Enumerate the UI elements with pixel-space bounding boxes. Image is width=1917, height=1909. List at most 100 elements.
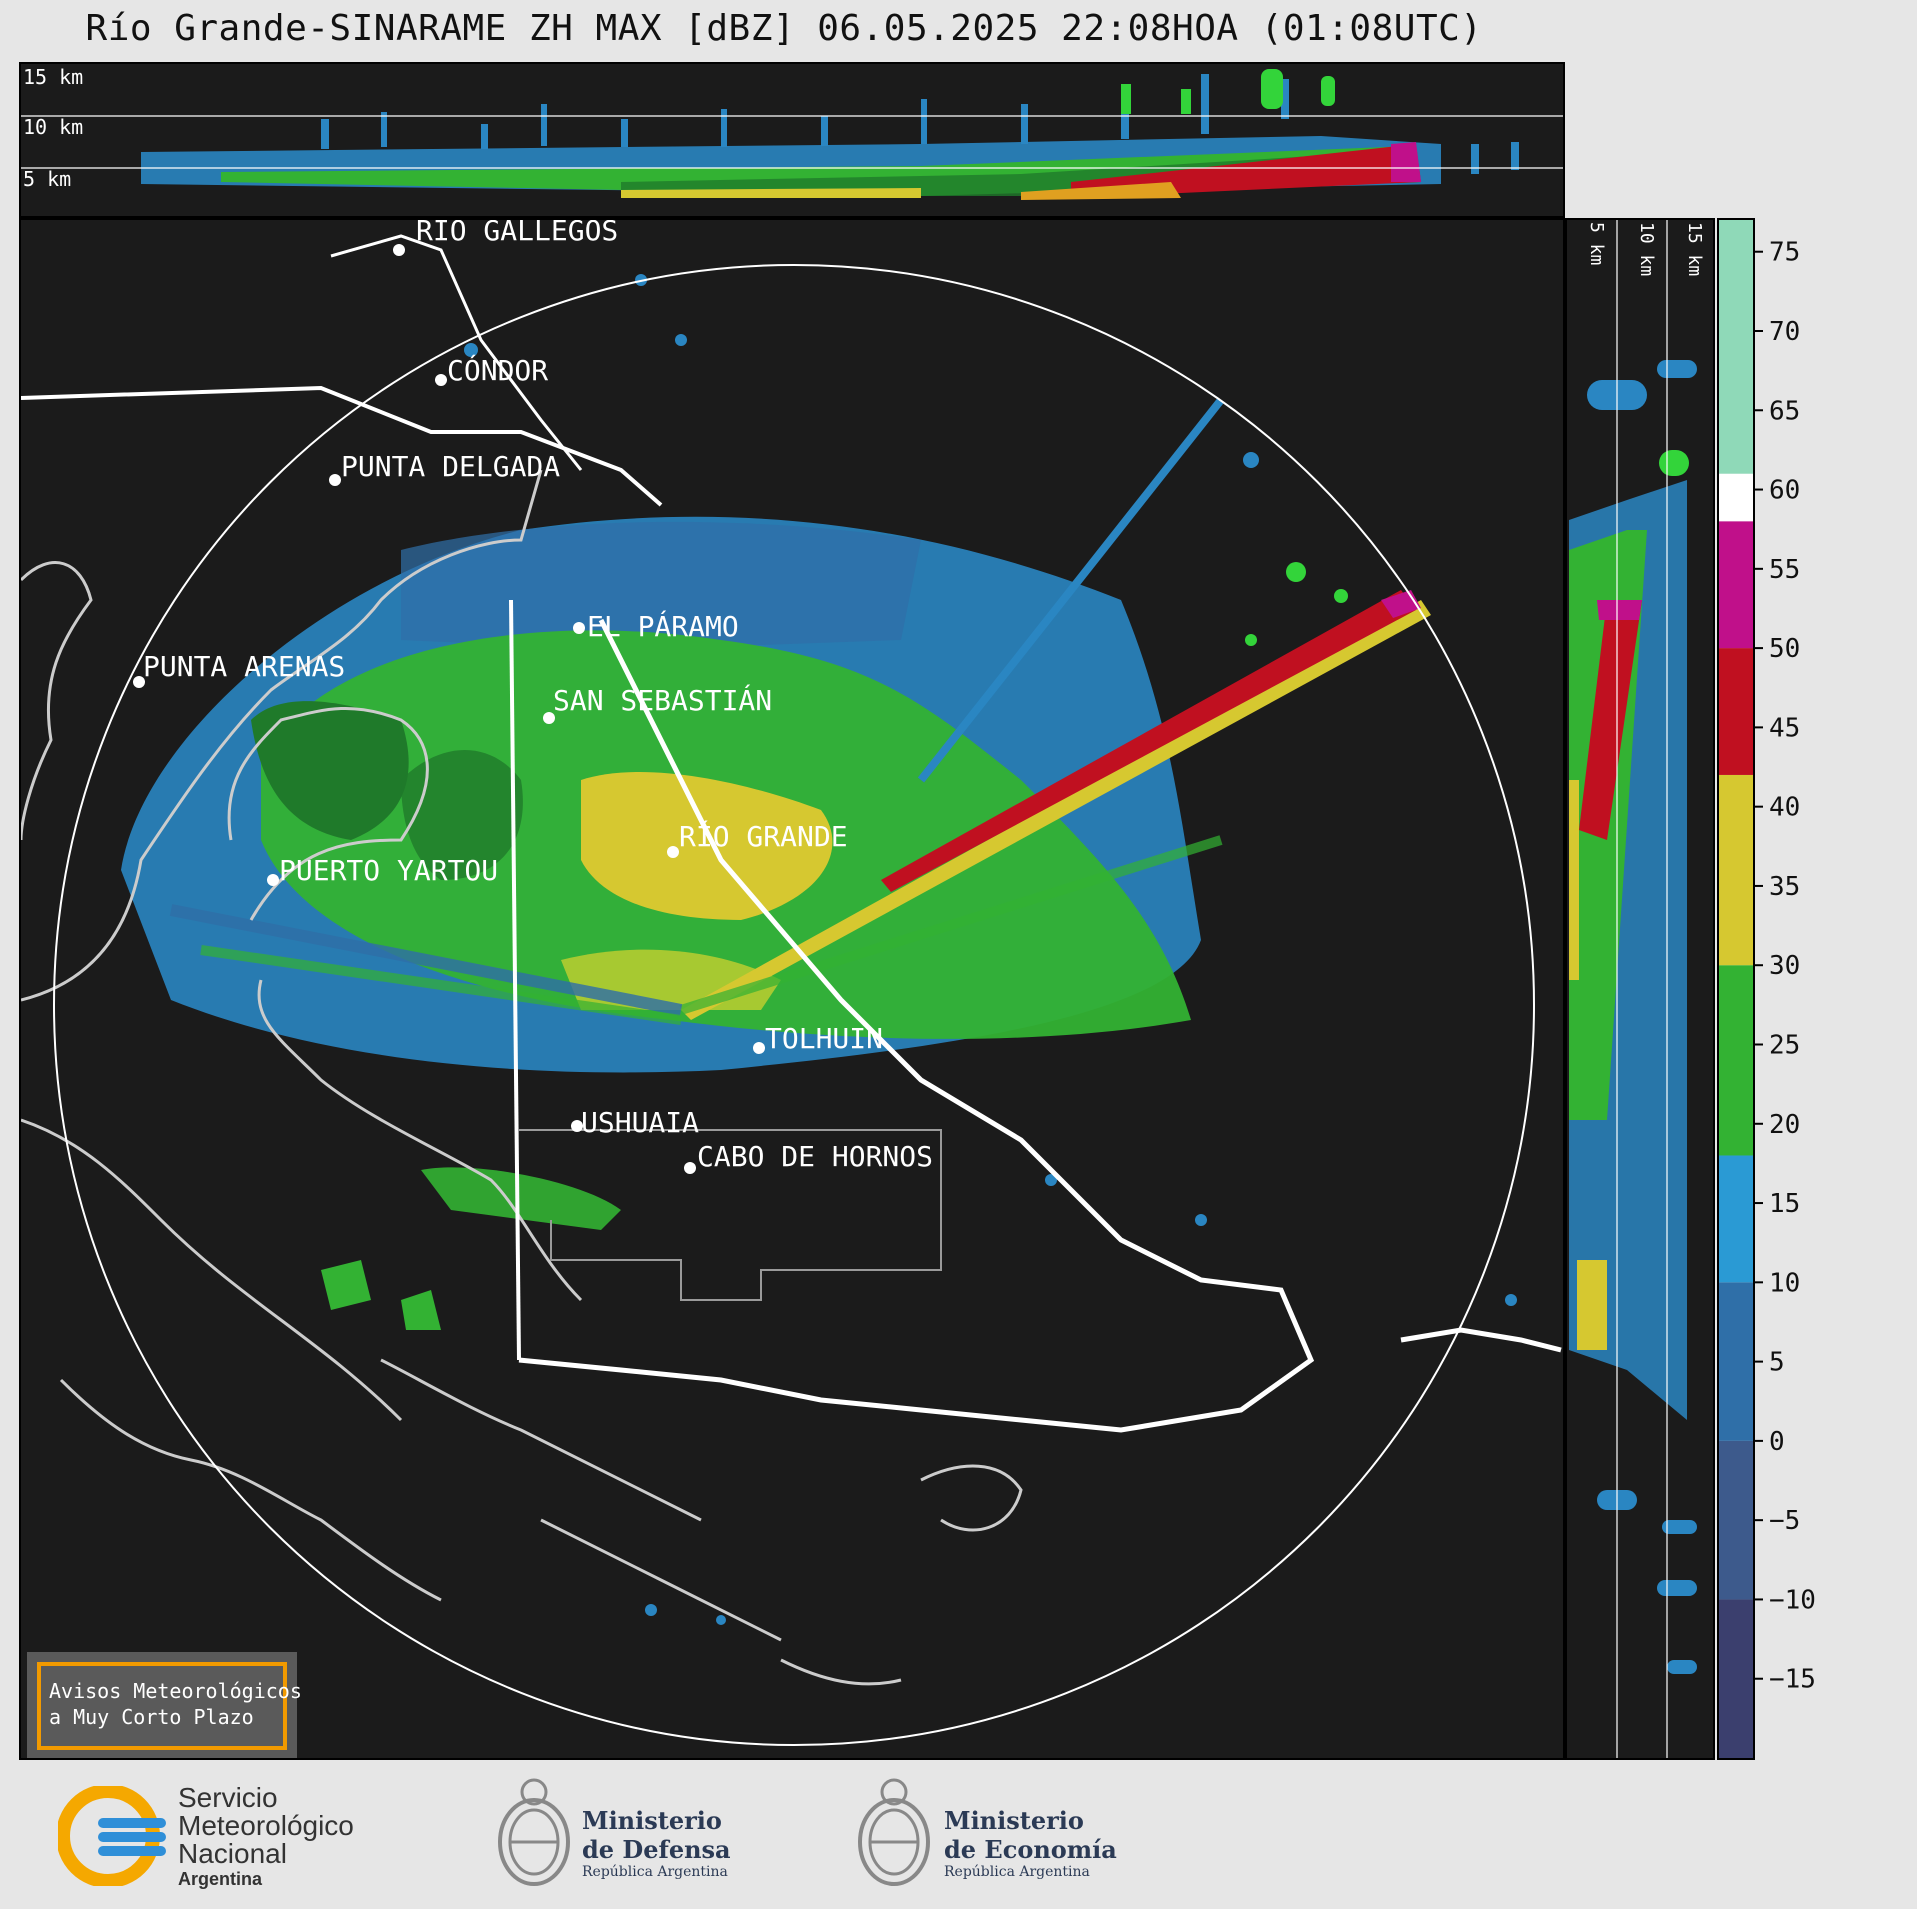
place-el-paramo: EL PÁRAMO (573, 609, 739, 643)
colorbar-segment (1719, 1282, 1753, 1441)
colorbar-tick-label: 45 (1769, 713, 1800, 743)
side-band-red (1579, 600, 1642, 840)
defensa-seal (494, 1776, 574, 1900)
reflectivity-field (121, 274, 1517, 1625)
colorbar-tick-label: −5 (1769, 1506, 1800, 1536)
svg-text:PUNTA DELGADA: PUNTA DELGADA (341, 450, 560, 483)
colorbar-tick-label: 55 (1769, 555, 1800, 585)
colorbar-segment (1719, 774, 1753, 966)
colorbar-tick-label: 35 (1769, 872, 1800, 902)
place-rio-gallegos: RÍO GALLEGOS (393, 220, 618, 256)
side-band-magenta (1597, 600, 1642, 620)
place-tolhuin: TOLHUIN (753, 1022, 883, 1055)
coastlines (21, 469, 1023, 1686)
height-label-5km: 5 km (23, 167, 71, 191)
colorbar-tick-label: −15 (1769, 1665, 1816, 1695)
side-label-5km: 5 km (1586, 222, 1607, 265)
economia-text: Ministerio de Economía República Argenti… (944, 1806, 1117, 1880)
colorbar-tick-label: 10 (1769, 1268, 1800, 1298)
smn-line-1: Servicio (178, 1782, 278, 1813)
svg-text:TOLHUIN: TOLHUIN (765, 1022, 883, 1055)
economia-seal (854, 1776, 934, 1900)
svg-text:CABO DE HORNOS: CABO DE HORNOS (697, 1140, 933, 1173)
side-band-yellow (1569, 780, 1579, 980)
smn-line-4: Argentina (178, 1869, 263, 1889)
side-label-10km: 10 km (1636, 222, 1657, 276)
place-puerto-yartou: PUERTO YARTOU (267, 854, 498, 887)
place-ushuaia: USHUAIA (571, 1106, 699, 1139)
range-ring (53, 264, 1535, 1746)
height-label-10km: 10 km (23, 115, 83, 139)
colorbar-tick-label: 25 (1769, 1030, 1800, 1060)
colorbar-tick-label: 70 (1769, 317, 1800, 347)
page-title: Río Grande-SINARAME ZH MAX [dBZ] 06.05.2… (85, 8, 1483, 49)
svg-text:EL PÁRAMO: EL PÁRAMO (587, 609, 739, 643)
radar-map-panel: RÍO GALLEGOS CÓNDOR PUNTA DELGADA EL PÁR… (19, 218, 1565, 1760)
colorbar-segment (1719, 648, 1753, 775)
colorbar-segment (1719, 1599, 1753, 1758)
colorbar-segment (1719, 521, 1753, 649)
place-san-sebastian: SAN SEBASTIÁN (543, 683, 772, 724)
colorbar-segment (1719, 965, 1753, 1156)
colorbar-tick-label: −10 (1769, 1585, 1816, 1615)
top-cross-section-plot: 15 km 10 km 5 km (21, 65, 1563, 200)
echo-band-orange (1021, 182, 1181, 200)
coat-of-arms-icon (858, 1778, 930, 1886)
defensa-line-1: Ministerio (582, 1806, 722, 1835)
svg-text:RÍO GALLEGOS: RÍO GALLEGOS (416, 220, 618, 247)
colorbar-tick-label: 20 (1769, 1110, 1800, 1140)
svg-text:PUERTO YARTOU: PUERTO YARTOU (279, 854, 498, 887)
smn-line-3: Nacional (178, 1838, 287, 1869)
place-punta-delgada: PUNTA DELGADA (329, 450, 560, 486)
place-cabo-de-hornos: CABO DE HORNOS (684, 1140, 933, 1174)
place-rio-grande: RÍO GRANDE (667, 819, 848, 858)
place-labels: RÍO GALLEGOS CÓNDOR PUNTA DELGADA EL PÁR… (133, 220, 933, 1174)
coat-of-arms-icon (498, 1778, 570, 1886)
colorbar-tick-label: 15 (1769, 1189, 1800, 1219)
svg-text:USHUAIA: USHUAIA (581, 1106, 699, 1139)
top-cross-section-panel: 15 km 10 km 5 km (19, 62, 1565, 218)
alert-line-1: Avisos Meteorológicos (49, 1679, 302, 1703)
side-green-cell (1659, 450, 1689, 476)
colorbar-ticks: 75 70 65 60 55 50 45 40 35 30 25 20 15 10 5 0 −5 −10 −15 (1755, 218, 1875, 1760)
alert-line-2: a Muy Corto Plazo (49, 1705, 254, 1729)
side-band-yellow-low (1577, 1260, 1607, 1350)
svg-text:PUNTA ARENAS: PUNTA ARENAS (143, 650, 345, 683)
economia-line-1: Ministerio (944, 1806, 1084, 1835)
echo-band-yellow (621, 188, 921, 198)
svg-text:CÓNDOR: CÓNDOR (447, 353, 548, 387)
svg-text:RÍO GRANDE: RÍO GRANDE (679, 819, 848, 853)
height-label-15km: 15 km (23, 65, 83, 89)
colorbar-segment (1719, 1440, 1753, 1600)
colorbar-segment (1719, 1155, 1753, 1283)
colorbar-tick-label: 65 (1769, 396, 1800, 426)
colorbar-tick-label: 60 (1769, 476, 1800, 506)
echo-band-magenta (1391, 142, 1421, 182)
colorbar-tick-label: 50 (1769, 634, 1800, 664)
place-punta-arenas: PUNTA ARENAS (133, 650, 345, 688)
upper-green-cells (1121, 69, 1335, 114)
radar-map: RÍO GALLEGOS CÓNDOR PUNTA DELGADA EL PÁR… (21, 220, 1562, 1758)
alert-box: Avisos Meteorológicos a Muy Corto Plazo (27, 1652, 302, 1758)
district-lines (519, 1129, 942, 1301)
smn-line-2: Meteorológico (178, 1810, 354, 1841)
svg-text:SAN SEBASTIÁN: SAN SEBASTIÁN (553, 683, 772, 717)
colorbar-segment (1719, 220, 1753, 474)
side-label-15km: 15 km (1684, 222, 1705, 276)
defensa-line-2: de Defensa (582, 1835, 731, 1864)
colorbar-segment (1719, 473, 1753, 522)
smn-text: Servicio Meteorológico Nacional Argentin… (178, 1784, 354, 1890)
economia-line-3: República Argentina (944, 1864, 1090, 1880)
colorbar-tick-label: 40 (1769, 793, 1800, 823)
side-cross-section-panel: 5 km 10 km 15 km (1565, 218, 1715, 1760)
defensa-line-3: República Argentina (582, 1864, 728, 1880)
colorbar (1717, 218, 1755, 1760)
colorbar-gradient (1719, 220, 1753, 1758)
side-cross-section-plot: 5 km 10 km 15 km (1569, 220, 1705, 1758)
colorbar-tick-label: 75 (1769, 238, 1800, 268)
economia-line-2: de Economía (944, 1835, 1117, 1864)
colorbar-tick-label: 30 (1769, 951, 1800, 981)
smn-logo (56, 1784, 168, 1888)
borders (21, 234, 1562, 1433)
defensa-text: Ministerio de Defensa República Argentin… (582, 1806, 731, 1880)
